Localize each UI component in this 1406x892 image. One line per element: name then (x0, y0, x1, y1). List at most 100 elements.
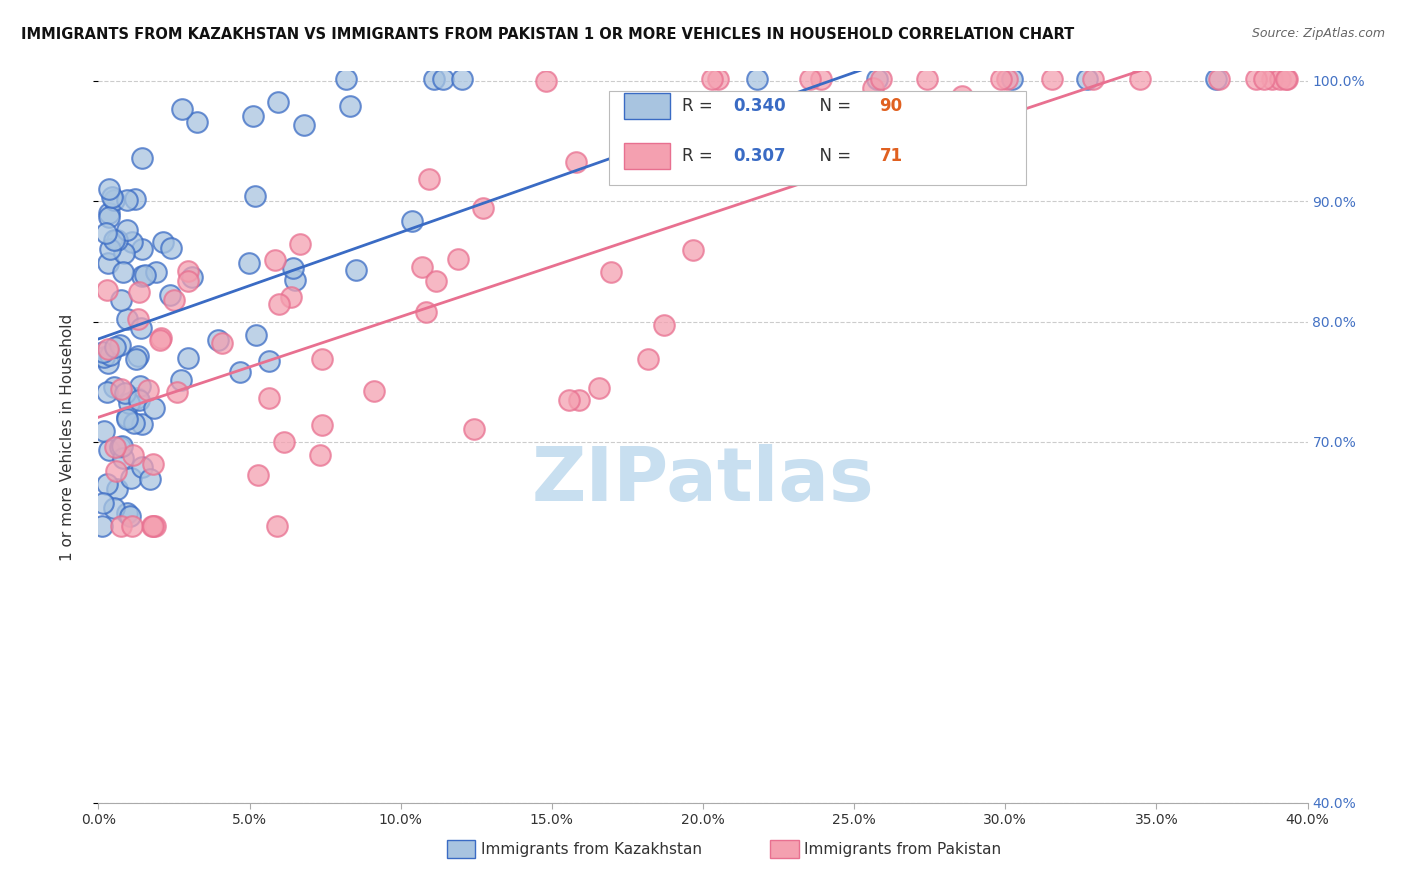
Point (122, 448, 145, 462)
Point (177, 264, 200, 278)
Point (110, 519, 132, 533)
Point (138, 384, 160, 398)
Text: N =: N = (810, 147, 856, 165)
Point (245, 328, 267, 343)
Point (292, 118, 315, 132)
Point (97, 211, 120, 225)
Point (131, 242, 153, 256)
Point (706, 71, 728, 86)
Point (1268, 71, 1291, 86)
Point (124, 192, 146, 206)
Point (129, 379, 152, 393)
Point (344, 263, 367, 277)
Point (104, 440, 127, 454)
Point (159, 288, 181, 302)
Point (93, 350, 115, 364)
Point (290, 237, 312, 252)
Point (425, 274, 447, 288)
Point (105, 482, 128, 496)
Point (98, 205, 121, 219)
Point (267, 95, 290, 110)
Point (120, 471, 142, 485)
Point (995, 71, 1018, 86)
Point (131, 268, 153, 283)
Point (121, 235, 143, 249)
Point (105, 234, 128, 248)
Point (862, 81, 884, 95)
Point (159, 241, 181, 255)
Point (96, 476, 118, 491)
Point (108, 440, 131, 454)
Point (471, 201, 494, 215)
Point (311, 352, 333, 367)
Point (125, 391, 148, 405)
Text: Immigrants from Kazakhstan: Immigrants from Kazakhstan (481, 842, 702, 856)
Point (145, 265, 167, 279)
Point (810, 71, 832, 86)
Point (266, 519, 288, 533)
Point (1244, 71, 1267, 86)
Point (131, 417, 153, 431)
Point (238, 256, 260, 270)
Point (129, 320, 152, 334)
Point (1076, 71, 1098, 86)
Point (1253, 71, 1275, 86)
Point (104, 340, 127, 354)
Point (103, 380, 125, 394)
Point (112, 451, 135, 466)
Point (1260, 71, 1282, 86)
Point (96, 385, 118, 400)
Point (207, 334, 229, 348)
Point (131, 459, 153, 474)
Point (1205, 71, 1227, 86)
Point (115, 312, 138, 326)
Point (1129, 71, 1152, 86)
Point (115, 193, 138, 207)
Point (142, 401, 165, 415)
Point (97, 356, 120, 370)
Point (257, 354, 280, 368)
Point (124, 351, 146, 366)
Point (103, 500, 125, 515)
Point (950, 89, 973, 103)
Point (866, 71, 889, 86)
Point (264, 252, 287, 267)
Point (1001, 71, 1024, 86)
Point (568, 393, 591, 408)
Point (1083, 71, 1105, 86)
Point (170, 373, 193, 387)
Point (617, 147, 640, 161)
FancyBboxPatch shape (624, 143, 671, 169)
Point (565, 155, 588, 169)
Point (121, 519, 143, 533)
Point (283, 260, 305, 275)
Point (702, 71, 724, 86)
Point (115, 506, 138, 520)
Point (117, 409, 139, 424)
Point (112, 265, 135, 279)
Point (101, 189, 124, 203)
Point (110, 293, 132, 307)
Text: IMMIGRANTS FROM KAZAKHSTAN VS IMMIGRANTS FROM PAKISTAN 1 OR MORE VEHICLES IN HOU: IMMIGRANTS FROM KAZAKHSTAN VS IMMIGRANTS… (21, 27, 1074, 42)
Point (339, 99, 361, 113)
Point (100, 348, 122, 362)
Point (134, 268, 156, 282)
Point (915, 71, 938, 86)
Point (152, 235, 174, 249)
Point (181, 270, 204, 285)
Point (280, 290, 302, 304)
Text: 71: 71 (880, 147, 903, 165)
Text: R =: R = (682, 147, 718, 165)
Point (108, 337, 131, 351)
Point (127, 349, 149, 363)
Point (163, 293, 186, 307)
Text: ZIPatlas: ZIPatlas (531, 444, 875, 517)
Point (363, 384, 385, 399)
Point (149, 331, 172, 345)
Text: Immigrants from Pakistan: Immigrants from Pakistan (804, 842, 1001, 856)
Point (558, 393, 581, 408)
Point (110, 382, 132, 396)
Point (870, 71, 893, 86)
Point (432, 71, 454, 86)
Point (257, 391, 280, 405)
